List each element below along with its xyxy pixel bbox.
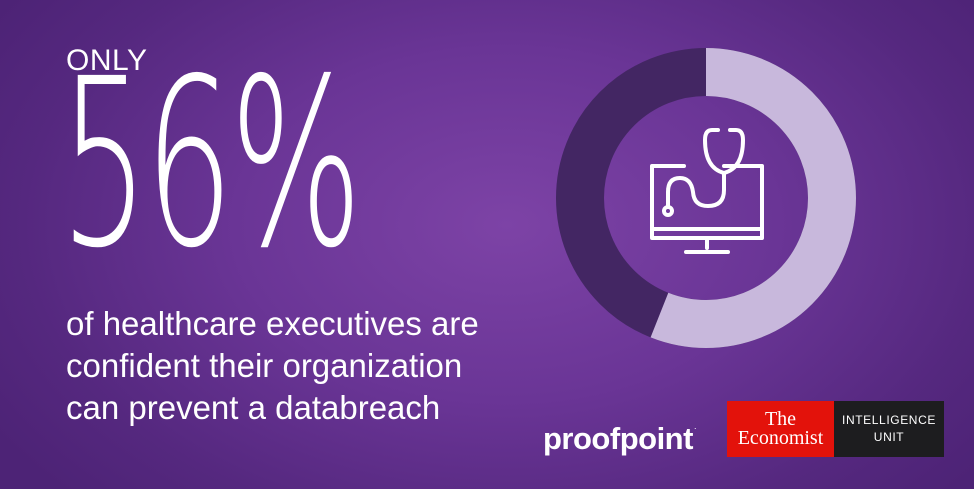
caption-line-1: of healthcare executives are: [66, 305, 479, 342]
proofpoint-mark: .: [693, 421, 697, 431]
headline-prefix: ONLY: [66, 44, 148, 77]
economist-line-1: The: [764, 408, 797, 430]
intelligence-unit-line-1: INTELLIGENCE: [842, 413, 936, 427]
intelligence-unit-label: INTELLIGENCE UNIT: [834, 401, 944, 457]
donut-filled-arc: [556, 48, 856, 348]
donut-chart: [556, 48, 856, 348]
intelligence-unit-line-2: UNIT: [873, 430, 905, 444]
economist-line-2: Economist: [737, 427, 824, 449]
caption-line-2: confident their organization: [66, 347, 463, 384]
economist-intelligence-unit-logo: The Economist INTELLIGENCE UNIT: [727, 401, 944, 457]
caption-line-3: can prevent a databreach: [66, 389, 441, 426]
proofpoint-wordmark: proofpoint: [543, 421, 693, 456]
proofpoint-logo: proofpoint.: [543, 421, 696, 457]
headline-caption: of healthcare executives are confident t…: [66, 303, 479, 429]
monitor-stethoscope-icon: [650, 128, 764, 254]
headline-stat: 56%: [60, 29, 362, 299]
economist-wordmark: The Economist: [727, 401, 834, 457]
